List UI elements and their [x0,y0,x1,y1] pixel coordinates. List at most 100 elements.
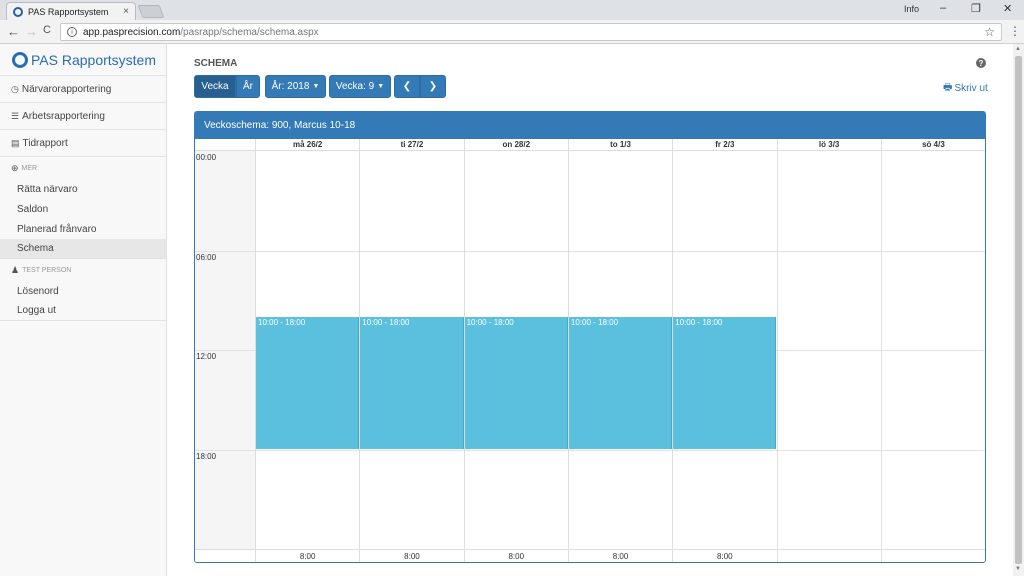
day-column[interactable] [255,151,359,549]
day-total [776,550,881,562]
day-header: sö 4/3 [880,139,985,151]
calendar-icon: ▤ [11,137,20,148]
bookmark-star-icon[interactable]: ☆ [984,25,995,39]
print-label: Skriv ut [954,83,988,94]
hour-gridline [195,449,985,451]
day-column[interactable] [567,151,672,549]
back-icon[interactable]: ← [7,24,20,39]
day-total: 8:00 [359,550,463,562]
next-week-button[interactable]: ❯ [420,75,446,98]
section-label: TEST PERSON [22,266,72,274]
day-header: lö 3/3 [776,139,881,151]
day-column[interactable] [880,151,985,549]
day-header: må 26/2 [255,139,359,151]
close-window-icon[interactable]: ✕ [1003,3,1013,15]
week-dropdown-label: Vecka: 9 [335,81,375,92]
help-icon[interactable]: ? [976,58,986,68]
favicon-icon [13,6,23,17]
day-total: 8:00 [567,550,672,562]
brand[interactable]: PAS Rapportsystem [0,44,166,76]
sidebar-item-schema[interactable]: Schema [0,239,166,259]
page-title: SCHEMA [194,58,238,69]
tab-close-icon[interactable]: × [123,6,129,17]
schedule-panel: Veckoschema: 900, Marcus 10-18 må 26/2 ti… [194,111,986,563]
sidebar-item-narvarorapportering[interactable]: ◷ Närvarorapportering [0,76,166,103]
day-total: 8:00 [255,550,359,562]
browser-toolbar: ← → C i app.pasprecision.com /pasrapp/sc… [0,20,1024,44]
day-header: on 28/2 [463,139,568,151]
time-label: 12:00 [196,352,217,361]
calendar-totals-row: 8:00 8:00 8:00 8:00 8:00 [195,549,985,562]
scroll-up-icon[interactable]: ▲ [1015,46,1021,52]
sidebar-item-tidrapport[interactable]: ▤ Tidrapport [0,130,166,157]
main-content: SCHEMA ? Vecka År År: 2018 ▼ Vecka: 9 ▼ ❮ … [167,44,1013,576]
day-total [880,550,985,562]
url-path: /pasrapp/schema/schema.aspx [180,26,319,38]
tab-title: PAS Rapportsystem [28,6,109,17]
schedule-event[interactable]: 10:00 - 18:00 [568,316,673,450]
chevron-left-icon: ❮ [402,81,412,92]
prev-week-button[interactable]: ❮ [394,75,420,98]
browser-menu-icon[interactable]: ⋮ [1009,24,1021,38]
day-header: to 1/3 [567,139,672,151]
day-header: ti 27/2 [359,139,463,151]
hour-gridline [195,250,985,252]
user-icon: ♟ [11,264,20,275]
caret-down-icon: ▼ [312,83,320,90]
year-dropdown-label: År: 2018 [271,81,310,92]
printer-icon: 🖶 [943,82,953,93]
minimize-icon[interactable]: – [940,2,947,14]
chevron-right-icon: ❯ [428,81,438,92]
time-label: 18:00 [196,451,217,461]
browser-tab[interactable]: PAS Rapportsystem × [6,2,136,20]
sidebar-item-label: Närvarorapportering [21,83,112,95]
schedule-event[interactable]: 10:00 - 18:00 [256,316,360,450]
sidebar-item-logga-ut[interactable]: Logga ut [0,301,166,321]
plus-circle-icon: ⊕ [11,162,19,173]
sidebar-item-planerad-franvaro[interactable]: Planerad frånvaro [17,223,97,235]
new-tab-button[interactable] [137,5,165,18]
sidebar: PAS Rapportsystem ◷ Närvarorapportering … [0,44,167,576]
schedule-event[interactable]: 10:00 - 18:00 [673,316,777,450]
schedule-heading: Veckoschema: 900, Marcus 10-18 [195,112,985,139]
time-label: 00:00 [196,153,217,162]
info-icon[interactable]: i [67,27,77,37]
day-total: 8:00 [672,550,776,562]
brand-logo-icon [12,51,28,68]
sidebar-item-ratta-narvaro[interactable]: Rätta närvaro [17,183,78,195]
section-header-mer: ⊕ MER [0,157,166,179]
day-total: 8:00 [463,550,568,562]
view-week-button[interactable]: Vecka [194,75,236,98]
profile-label[interactable]: Info [904,4,920,14]
list-icon: ☰ [11,110,20,121]
print-link[interactable]: 🖶 Skriv ut [943,80,988,97]
year-dropdown[interactable]: År: 2018 ▼ [265,75,326,98]
scroll-down-icon[interactable]: ▼ [1015,566,1021,572]
sidebar-item-saldon[interactable]: Saldon [17,203,49,215]
maximize-icon[interactable]: ❐ [971,3,981,15]
sidebar-item-label: Arbetsrapportering [22,110,105,122]
section-header-person: ♟ TEST PERSON [0,259,166,281]
view-year-button[interactable]: År [236,75,260,98]
section-label: MER [21,164,38,172]
page-scrollbar[interactable]: ▲ ▼ [1013,44,1024,576]
week-calendar: må 26/2 ti 27/2 on 28/2 to 1/3 fr 2/3 lö 3/3 s… [195,139,985,562]
reload-icon[interactable]: C [43,24,51,36]
browser-tabstrip: PAS Rapportsystem × Info – ❐ ✕ [0,0,1024,20]
url-host: app.pasprecision.com [83,26,181,38]
brand-name: PAS Rapportsystem [31,51,157,68]
day-column[interactable] [776,151,881,549]
week-dropdown[interactable]: Vecka: 9 ▼ [329,75,391,98]
sidebar-item-losenord[interactable]: Lösenord [17,285,59,297]
sidebar-item-arbetsrapportering[interactable]: ☰ Arbetsrapportering [0,103,166,130]
schedule-event[interactable]: 10:00 - 18:00 [360,316,464,450]
day-column[interactable] [672,151,776,549]
caret-down-icon: ▼ [377,83,385,90]
day-column[interactable] [359,151,463,549]
scroll-thumb[interactable] [1015,56,1022,564]
schedule-event[interactable]: 10:00 - 18:00 [464,316,568,450]
address-bar[interactable]: i app.pasprecision.com /pasrapp/schema/s… [60,23,1002,41]
day-header: fr 2/3 [672,139,776,151]
forward-icon[interactable]: → [25,24,38,39]
day-column[interactable] [463,151,568,549]
